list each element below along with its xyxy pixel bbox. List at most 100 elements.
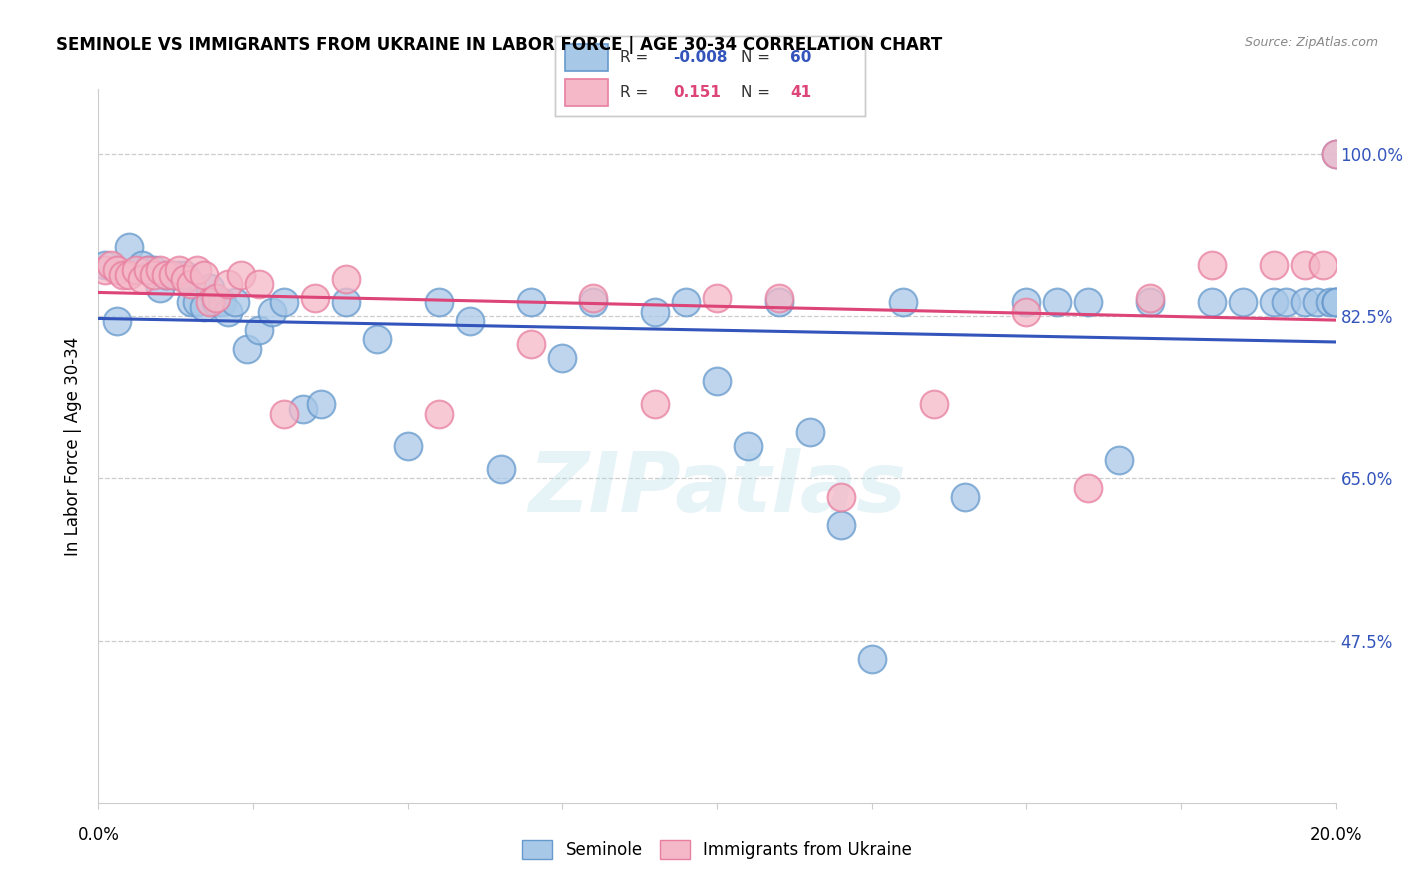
Point <box>186 263 208 277</box>
Legend: Seminole, Immigrants from Ukraine: Seminole, Immigrants from Ukraine <box>516 833 918 866</box>
Point <box>335 272 357 286</box>
Point <box>1319 295 1341 310</box>
Point <box>149 263 172 277</box>
Point <box>1077 295 1099 310</box>
Text: 0.0%: 0.0% <box>77 826 120 844</box>
Point <box>1324 295 1347 310</box>
Point <box>1294 258 1316 272</box>
Point <box>205 291 228 305</box>
Point <box>260 304 283 318</box>
Point <box>1201 258 1223 272</box>
Text: R =: R = <box>620 85 648 100</box>
Point <box>162 268 184 282</box>
Point <box>136 263 159 277</box>
Point <box>830 517 852 532</box>
Point <box>131 272 153 286</box>
Point <box>247 277 270 291</box>
Point <box>155 268 177 282</box>
Point <box>1046 295 1069 310</box>
Point <box>124 263 146 277</box>
Point <box>644 397 666 411</box>
Point <box>273 407 295 421</box>
Point <box>236 342 259 356</box>
Point <box>309 397 332 411</box>
Point <box>143 268 166 282</box>
Point <box>551 351 574 365</box>
Point <box>1015 295 1038 310</box>
Point <box>366 333 388 347</box>
Y-axis label: In Labor Force | Age 30-34: In Labor Force | Age 30-34 <box>65 336 83 556</box>
Point <box>1324 295 1347 310</box>
Point <box>644 304 666 318</box>
Point <box>229 268 252 282</box>
Point <box>1324 147 1347 161</box>
Point <box>1263 295 1285 310</box>
Point <box>520 295 543 310</box>
Point <box>768 295 790 310</box>
Point <box>247 323 270 337</box>
Point <box>830 490 852 504</box>
Point <box>799 425 821 439</box>
Point <box>93 263 115 277</box>
Text: N =: N = <box>741 50 770 65</box>
Point <box>1139 295 1161 310</box>
Point <box>1015 304 1038 318</box>
Point <box>1139 291 1161 305</box>
Point <box>93 258 115 272</box>
Text: R =: R = <box>620 50 648 65</box>
Point <box>768 291 790 305</box>
Point <box>198 295 221 310</box>
Point <box>582 291 605 305</box>
Point <box>174 272 197 286</box>
Point <box>1275 295 1298 310</box>
Point <box>458 314 481 328</box>
Point <box>224 295 246 310</box>
Point <box>891 295 914 310</box>
Point <box>143 263 166 277</box>
Point <box>118 240 141 254</box>
Point <box>131 258 153 272</box>
Text: SEMINOLE VS IMMIGRANTS FROM UKRAINE IN LABOR FORCE | AGE 30-34 CORRELATION CHART: SEMINOLE VS IMMIGRANTS FROM UKRAINE IN L… <box>56 36 942 54</box>
Text: 41: 41 <box>790 85 811 100</box>
Point <box>205 295 228 310</box>
Point <box>1263 258 1285 272</box>
Point <box>167 263 190 277</box>
Point <box>1306 295 1329 310</box>
Point <box>396 439 419 453</box>
Text: ZIPatlas: ZIPatlas <box>529 449 905 529</box>
Point <box>217 277 239 291</box>
FancyBboxPatch shape <box>565 79 607 106</box>
Point <box>198 281 221 295</box>
Point <box>155 268 177 282</box>
Point <box>162 268 184 282</box>
Point <box>335 295 357 310</box>
Point <box>105 314 128 328</box>
Point <box>1324 147 1347 161</box>
Point <box>675 295 697 310</box>
Point <box>427 295 450 310</box>
Point <box>1324 295 1347 310</box>
Point <box>217 304 239 318</box>
Point <box>180 295 202 310</box>
Point <box>520 337 543 351</box>
Point <box>105 263 128 277</box>
Point <box>582 295 605 310</box>
Text: 20.0%: 20.0% <box>1309 826 1362 844</box>
Point <box>112 268 135 282</box>
Point <box>304 291 326 305</box>
Text: N =: N = <box>741 85 770 100</box>
Point <box>167 268 190 282</box>
Point <box>136 263 159 277</box>
Point <box>860 652 883 666</box>
Point <box>193 300 215 314</box>
Point <box>953 490 976 504</box>
Point <box>193 268 215 282</box>
Point <box>291 401 314 416</box>
Point <box>706 374 728 388</box>
Point <box>100 258 122 272</box>
Point <box>1232 295 1254 310</box>
Point <box>427 407 450 421</box>
Point <box>174 268 197 282</box>
Point <box>737 439 759 453</box>
Point <box>211 295 233 310</box>
